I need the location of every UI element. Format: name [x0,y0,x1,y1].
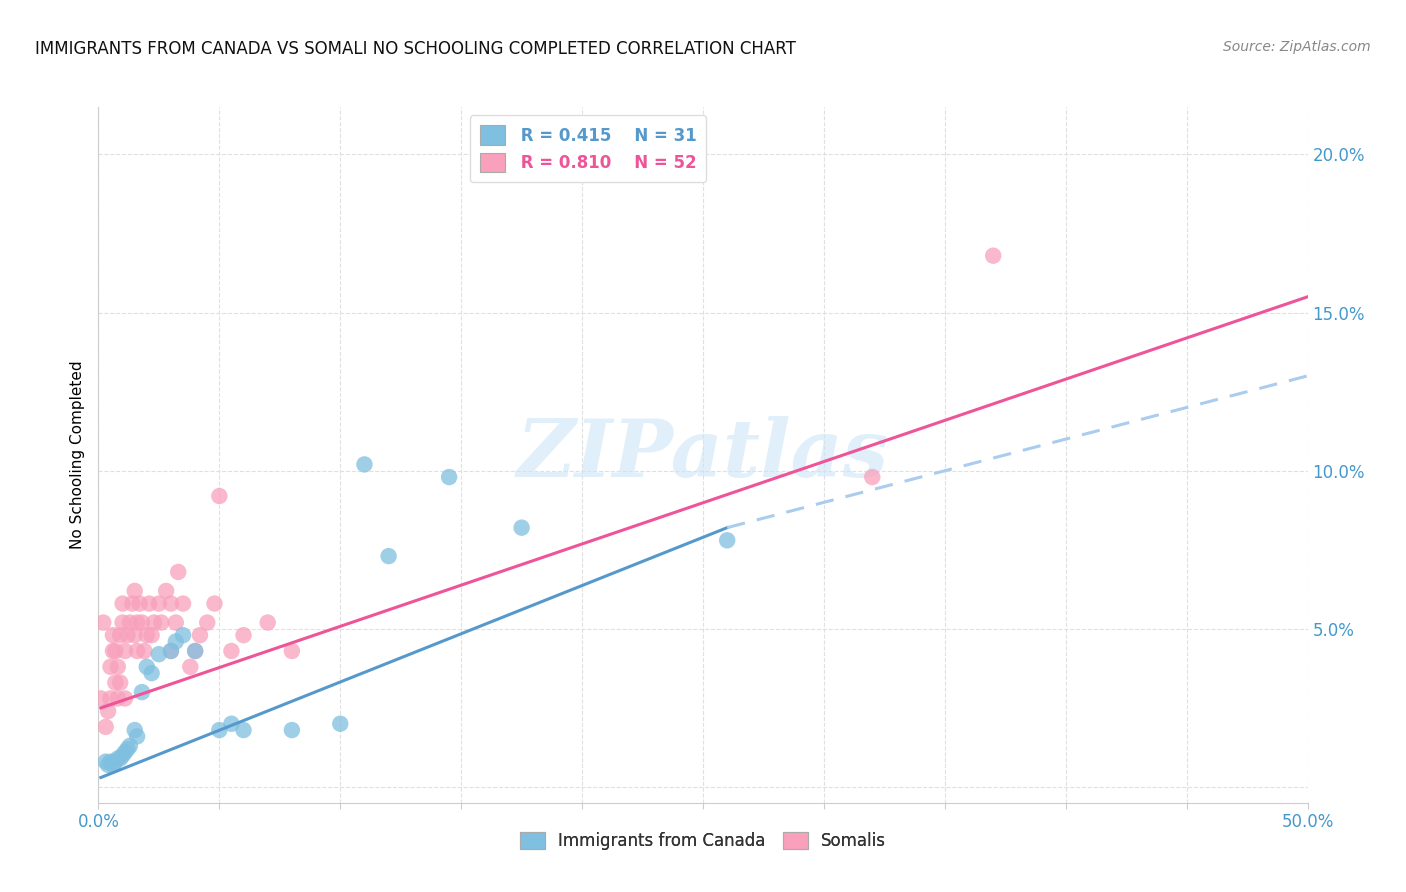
Point [124,583,146,598]
Point [114,745,136,759]
Point [281,644,304,658]
Point [90,691,112,706]
Point [100,691,122,706]
Point [97,757,120,772]
Point [141,628,163,642]
Point [111,597,134,611]
Point [114,644,136,658]
Point [143,615,166,630]
Text: ZIPatlas: ZIPatlas [517,417,889,493]
Point [100,660,122,674]
Point [155,583,177,598]
Point [165,634,187,648]
Point [716,533,738,548]
Point [860,470,883,484]
Point [179,660,201,674]
Point [329,716,352,731]
Point [377,549,399,563]
Point [353,458,375,472]
Point [108,675,131,690]
Point [160,644,183,658]
Point [118,739,141,753]
Point [150,615,173,630]
Point [232,628,254,642]
Point [184,644,207,658]
Point [148,647,170,661]
Point [101,644,124,658]
Point [981,249,1004,263]
Text: IMMIGRANTS FROM CANADA VS SOMALI NO SCHOOLING COMPLETED CORRELATION CHART: IMMIGRANTS FROM CANADA VS SOMALI NO SCHO… [35,40,796,58]
Point [172,597,194,611]
Point [121,597,143,611]
Point [135,660,157,674]
Point [131,615,153,630]
Point [108,628,131,642]
Point [111,748,134,763]
Text: Source: ZipAtlas.com: Source: ZipAtlas.com [1223,40,1371,54]
Point [104,644,127,658]
Y-axis label: No Schooling Completed: No Schooling Completed [70,360,86,549]
Point [114,691,136,706]
Point [221,644,243,658]
Point [184,644,207,658]
Point [108,751,131,765]
Point [107,691,129,706]
Point [101,757,124,772]
Point [117,628,139,642]
Point [91,615,114,630]
Point [100,755,122,769]
Point [104,755,127,769]
Point [127,730,149,744]
Point [101,628,124,642]
Point [256,615,278,630]
Point [160,644,183,658]
Point [124,628,146,642]
Point [134,644,156,658]
Point [165,615,187,630]
Point [104,675,127,690]
Point [127,644,149,658]
Point [232,723,254,737]
Point [281,723,304,737]
Point [131,685,153,699]
Point [148,597,170,611]
Point [107,751,129,765]
Point [107,660,129,674]
Point [124,723,146,737]
Point [118,615,141,630]
Point [135,628,157,642]
Point [172,628,194,642]
Point [167,565,190,579]
Point [208,723,231,737]
Legend: Immigrants from Canada, Somalis: Immigrants from Canada, Somalis [513,826,893,857]
Point [160,597,183,611]
Point [221,716,243,731]
Point [141,666,163,681]
Point [195,615,218,630]
Point [117,742,139,756]
Point [97,704,120,718]
Point [510,521,533,535]
Point [127,615,149,630]
Point [94,755,117,769]
Point [128,597,150,611]
Point [188,628,211,642]
Point [208,489,231,503]
Point [138,597,160,611]
Point [204,597,226,611]
Point [94,720,117,734]
Point [111,615,134,630]
Point [437,470,460,484]
